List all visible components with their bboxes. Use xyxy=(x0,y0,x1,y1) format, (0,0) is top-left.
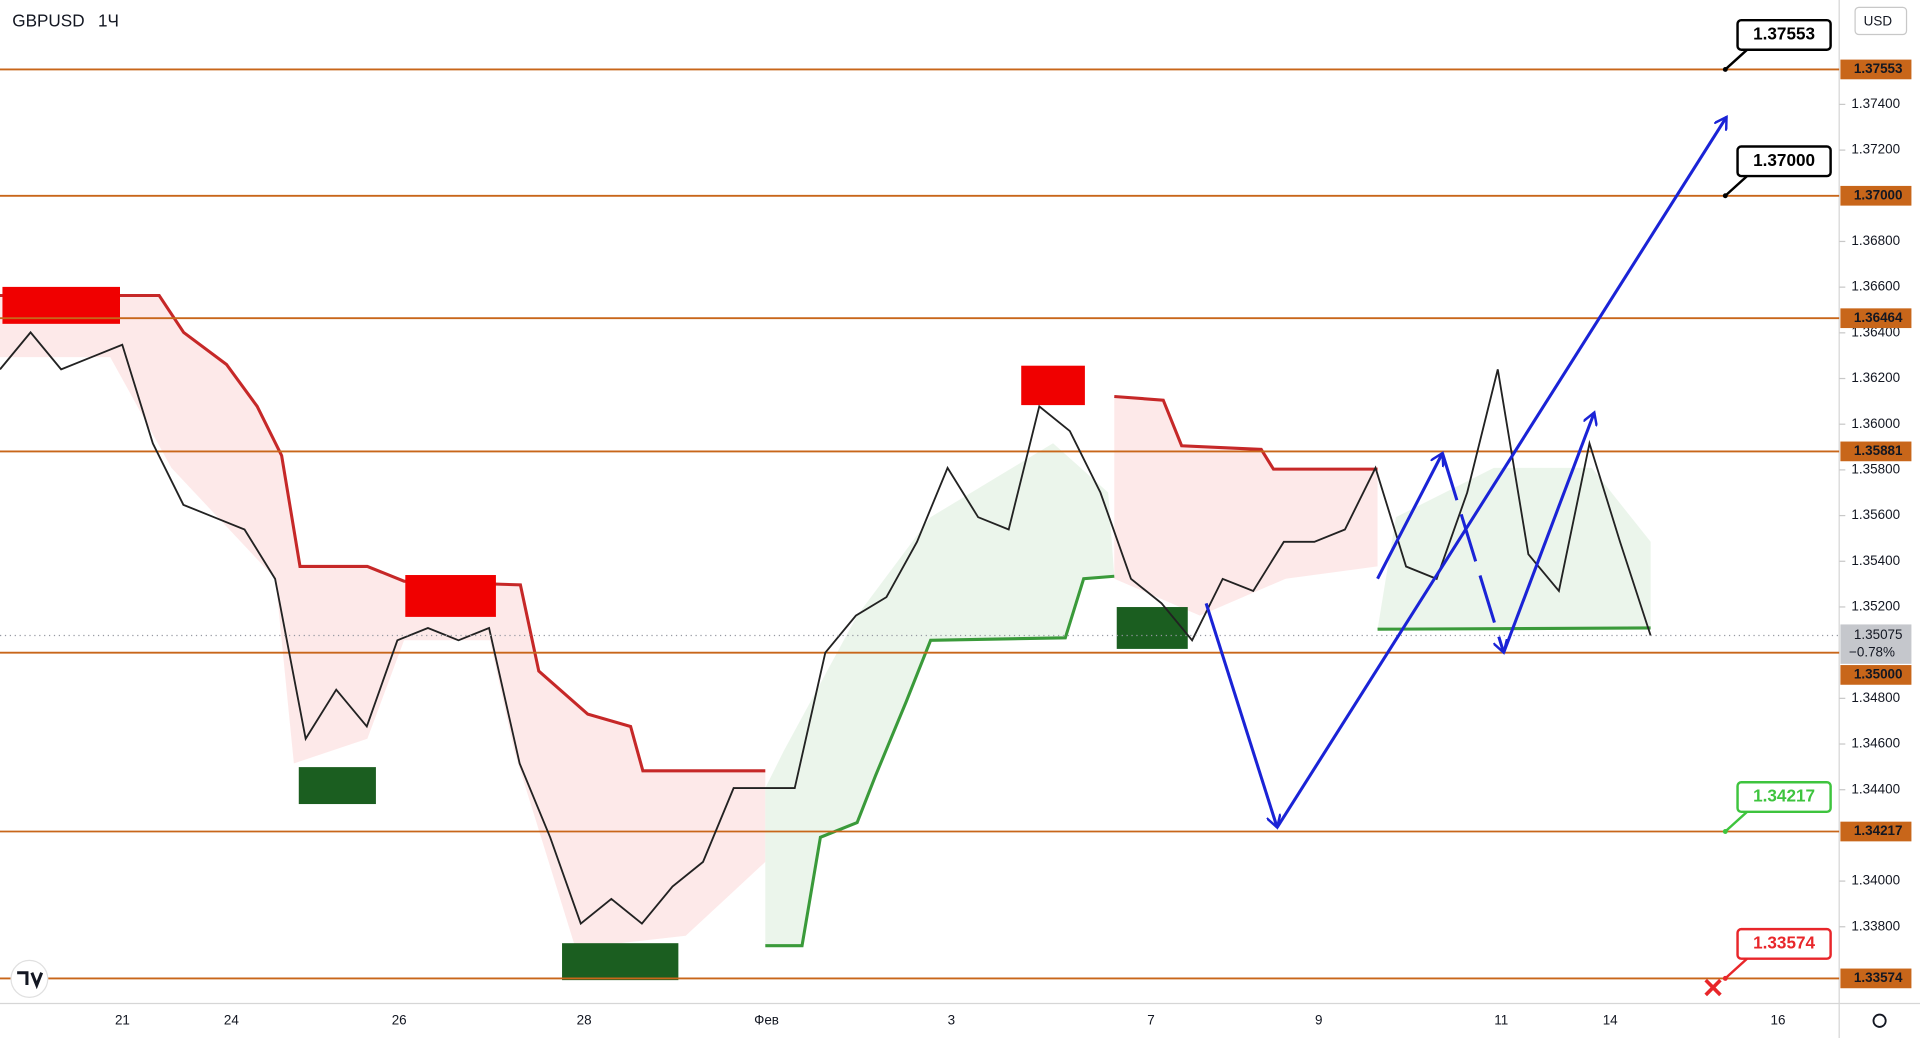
level-label-bg xyxy=(1840,59,1912,80)
level-label: 1.35881 xyxy=(1854,443,1903,458)
x-tick-label: 24 xyxy=(224,1012,239,1027)
x-tick-label: 7 xyxy=(1147,1012,1154,1027)
levels: 1.37553 1.37000 1.34217 1.33574 xyxy=(0,18,1840,981)
last-price-label: 1.35075 xyxy=(1854,627,1903,642)
x-tick-label: Фев xyxy=(754,1012,779,1027)
callout-box xyxy=(1736,18,1832,51)
callout-label: 1.33574 xyxy=(1753,932,1815,952)
level-label: 1.35000 xyxy=(1854,666,1903,681)
x-tick-label: 14 xyxy=(1603,1012,1618,1027)
forecast-arrow xyxy=(1275,117,1728,829)
trend-fill xyxy=(1377,467,1651,630)
level-label: 1.36464 xyxy=(1854,310,1903,325)
trend-fill xyxy=(0,295,766,949)
callout-dot xyxy=(1722,975,1728,981)
level-label-bg xyxy=(1840,968,1912,989)
y-tick-label: 1.34800 xyxy=(1851,690,1900,705)
callout-box xyxy=(1736,927,1832,960)
last-price-change: −0.78% xyxy=(1849,644,1895,659)
level-label: 1.37553 xyxy=(1854,61,1903,76)
logo-mark xyxy=(17,971,44,990)
forecast-arrow xyxy=(1440,452,1503,652)
demand-zone xyxy=(562,943,679,981)
level-label-bg xyxy=(1840,665,1912,685)
forecast-arrow xyxy=(1376,453,1443,580)
callout-label: 1.34217 xyxy=(1753,786,1815,806)
currency[interactable]: USD xyxy=(1864,14,1893,29)
x-tick-label: 9 xyxy=(1315,1012,1322,1027)
forecast-arrow xyxy=(1204,602,1277,827)
level-label: 1.37000 xyxy=(1854,187,1903,202)
currency-button[interactable] xyxy=(1854,6,1908,36)
y-tick-label: 1.36600 xyxy=(1851,279,1900,294)
y-tick-label: 1.35600 xyxy=(1851,507,1900,522)
y-tick-label: 1.33800 xyxy=(1851,918,1900,933)
x-tick-label: 28 xyxy=(577,1012,592,1027)
logo xyxy=(10,959,49,998)
price-line xyxy=(0,330,1652,926)
forecast-arrow xyxy=(1502,412,1595,654)
x-tick-label: 16 xyxy=(1770,1012,1785,1027)
demand-zone xyxy=(298,767,376,805)
level-label-bg xyxy=(1840,821,1912,842)
series xyxy=(0,330,1840,926)
supply-zone xyxy=(1021,365,1085,406)
level-label-bg xyxy=(1840,308,1912,329)
callout-dot xyxy=(1722,193,1728,199)
callout-dot xyxy=(1722,829,1728,834)
trailing-stop xyxy=(1114,394,1378,471)
y-tick-label: 1.34600 xyxy=(1851,736,1900,751)
y-tick-label: 1.36400 xyxy=(1851,324,1900,339)
level-label-bg xyxy=(1840,185,1912,206)
callout-box xyxy=(1736,145,1832,178)
y-tick-label: 1.36800 xyxy=(1851,233,1900,248)
y-tick-label: 1.35800 xyxy=(1851,461,1900,476)
y-tick-label: 1.34400 xyxy=(1851,781,1900,796)
settings-icon[interactable] xyxy=(1872,1013,1887,1028)
supply-zone xyxy=(405,575,496,617)
callout-label: 1.37000 xyxy=(1753,150,1815,170)
callout-dot xyxy=(1722,66,1728,72)
forecast-arrows xyxy=(1204,117,1728,997)
level-label: 1.33574 xyxy=(1854,970,1903,985)
x-tick-label: 11 xyxy=(1494,1012,1508,1027)
x-tick-label: 21 xyxy=(115,1012,130,1027)
y-tick-label: 1.37400 xyxy=(1851,96,1900,111)
callout-box xyxy=(1736,781,1832,814)
y-tick-label: 1.36200 xyxy=(1851,370,1900,385)
callout-label: 1.37553 xyxy=(1753,23,1815,43)
stop-marker xyxy=(1704,978,1722,997)
y-tick-label: 1.36000 xyxy=(1851,416,1900,431)
y-tick-label: 1.35200 xyxy=(1851,598,1900,613)
x-tick-label: 26 xyxy=(392,1012,407,1027)
drawings xyxy=(0,286,1651,981)
trailing-stop xyxy=(765,574,1115,948)
trailing-stop xyxy=(0,293,766,773)
y-tick-label: 1.37200 xyxy=(1851,142,1900,157)
last-price-bg xyxy=(1840,624,1912,664)
level-label-bg xyxy=(1840,441,1912,462)
axes: 1.37400 1.37200 1.36800 1.36600 1.36400 1.362… xyxy=(115,59,1912,1027)
trend-fill xyxy=(765,443,1115,946)
level-label: 1.34217 xyxy=(1854,823,1903,838)
y-tick-label: 1.35400 xyxy=(1851,553,1900,568)
interval: 1Ч xyxy=(98,11,119,31)
symbol: GBPUSD xyxy=(12,11,84,31)
x-tick-label: 3 xyxy=(948,1012,955,1027)
demand-zone xyxy=(1116,607,1188,649)
y-tick-label: 1.34000 xyxy=(1851,873,1900,888)
